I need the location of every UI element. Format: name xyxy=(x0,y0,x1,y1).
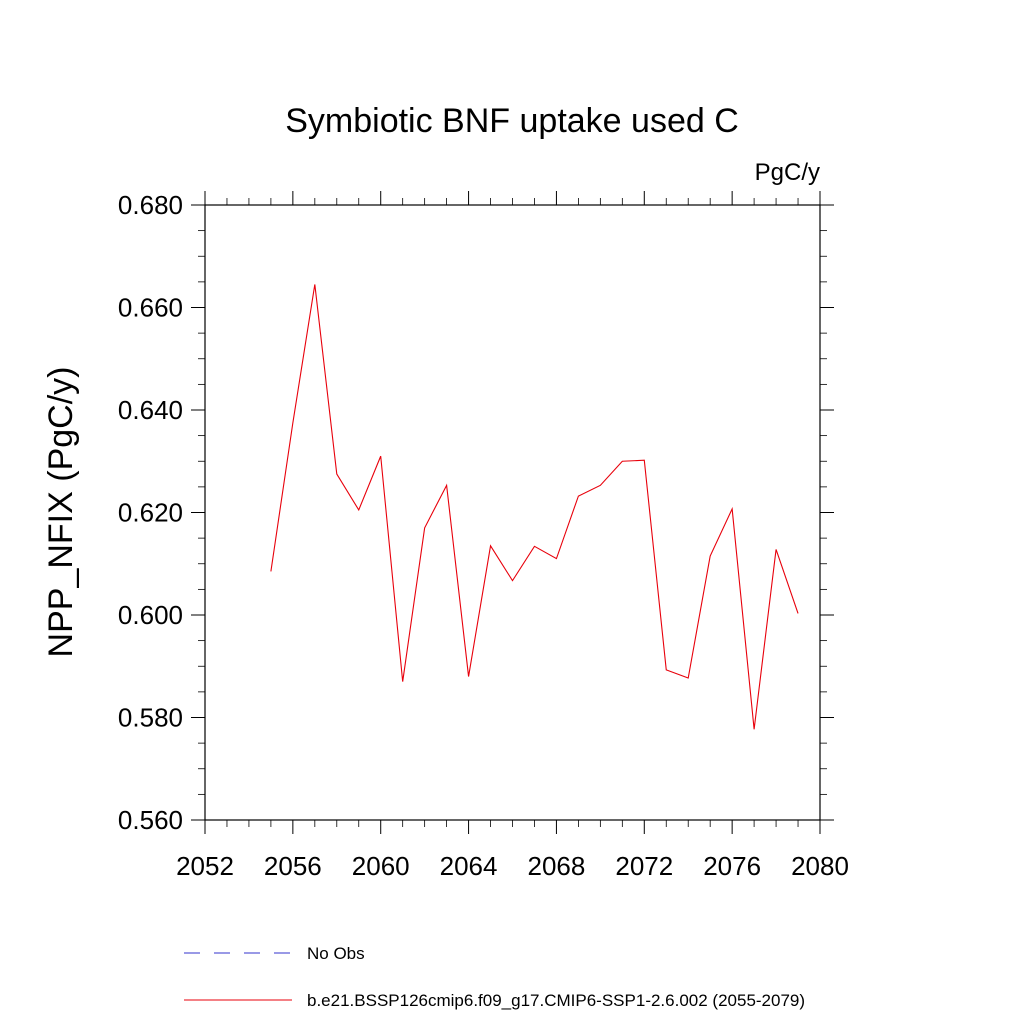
x-tick-label: 2080 xyxy=(791,851,849,881)
legend-label: No Obs xyxy=(307,944,365,963)
legend-label: b.e21.BSSP126cmip6.f09_g17.CMIP6-SSP1-2.… xyxy=(307,991,805,1010)
y-tick-label: 0.600 xyxy=(118,600,183,630)
chart-title: Symbiotic BNF uptake used C xyxy=(285,102,739,140)
x-tick-label: 2064 xyxy=(440,851,498,881)
legend: No Obs b.e21.BSSP126cmip6.f09_g17.CMIP6-S… xyxy=(184,944,805,1010)
x-tick-label: 2056 xyxy=(264,851,322,881)
y-tick-label: 0.640 xyxy=(118,395,183,425)
x-tick-label: 2068 xyxy=(528,851,586,881)
x-tick-label: 2052 xyxy=(176,851,234,881)
y-tick-label: 0.680 xyxy=(118,190,183,220)
y-axis-label: NPP_NFIX (PgC/y) xyxy=(42,367,80,658)
x-tick-label: 2060 xyxy=(352,851,410,881)
y-tick-label: 0.620 xyxy=(118,498,183,528)
x-tick-label: 2072 xyxy=(615,851,673,881)
y-tick-label: 0.580 xyxy=(118,703,183,733)
x-axis: 2052 2056 2060 2064 2068 2072 2076 2080 xyxy=(176,191,849,881)
y-tick-label: 0.660 xyxy=(118,293,183,323)
plot-frame xyxy=(204,204,821,821)
y-axis: 0.560 0.580 0.600 0.620 0.640 0.660 0.680 xyxy=(118,190,834,835)
units-label: PgC/y xyxy=(755,159,820,186)
series-layer xyxy=(270,284,799,730)
x-tick-label: 2076 xyxy=(703,851,761,881)
series-line xyxy=(270,284,799,730)
y-tick-label: 0.560 xyxy=(118,805,183,835)
